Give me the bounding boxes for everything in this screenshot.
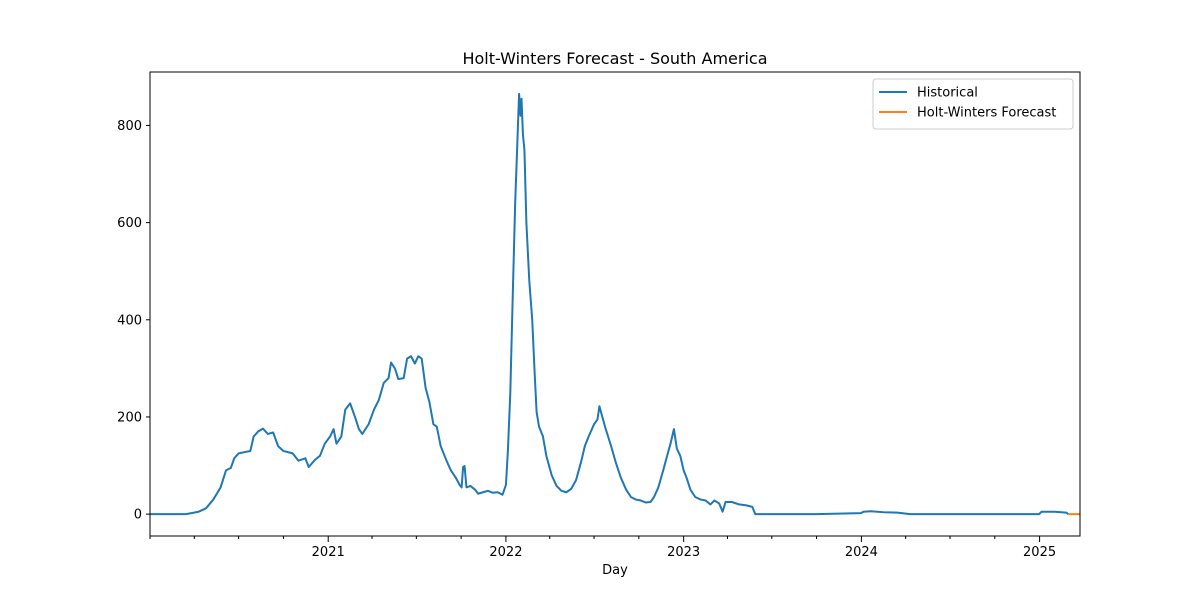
plot-frame	[149, 71, 1081, 537]
x-tick-label: 2021	[312, 545, 345, 560]
x-tick-label: 2023	[667, 545, 700, 560]
y-tick-label: 200	[117, 410, 142, 425]
series-line-historical	[150, 92, 1069, 516]
y-axis: 0 200 400 600 800	[117, 119, 150, 523]
legend: Historical Holt-Winters Forecast	[872, 78, 1074, 130]
chart-title: Holt-Winters Forecast - South America	[462, 49, 767, 68]
y-tick-label: 0	[134, 508, 142, 523]
x-axis: 2021 2022 2023 2024 2025	[149, 536, 1056, 560]
y-tick-label: 400	[117, 313, 142, 328]
legend-label-historical: Historical	[917, 86, 978, 101]
x-axis-label: Day	[602, 563, 628, 578]
x-tick-label: 2022	[489, 545, 522, 560]
y-tick-label: 600	[117, 216, 142, 231]
x-tick-label: 2025	[1023, 545, 1056, 560]
plot-area	[150, 92, 1080, 516]
legend-label-forecast: Holt-Winters Forecast	[917, 106, 1056, 121]
legend-box	[872, 78, 1074, 130]
x-tick-label: 2024	[845, 545, 878, 560]
y-tick-label: 800	[117, 119, 142, 134]
